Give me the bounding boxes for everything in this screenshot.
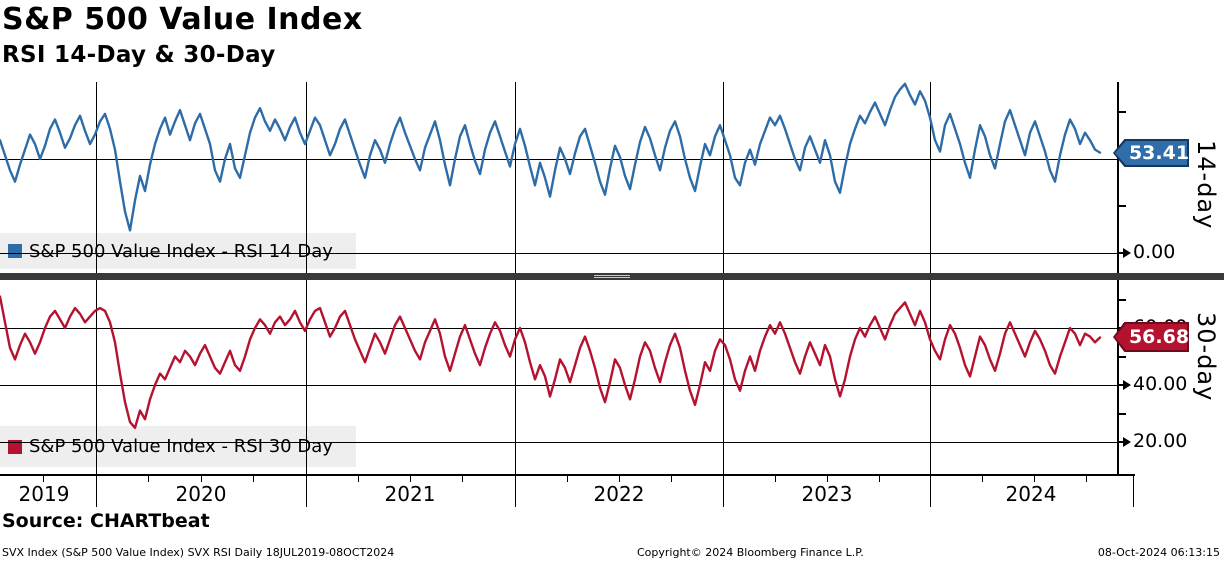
year-divider [930, 476, 931, 507]
quarter-tick [1086, 476, 1087, 482]
quarter-tick [201, 476, 202, 482]
year-label: 2021 [384, 482, 436, 506]
axis-minor-tick [1119, 205, 1126, 207]
year-divider [1133, 476, 1134, 507]
value-gridline [0, 328, 1118, 329]
axis-tick-label: 20.00 [1133, 430, 1188, 452]
axis-tick-arrow-icon [1123, 437, 1131, 447]
last-value-badge-rsi30: 56.68 [1113, 322, 1189, 352]
quarter-tick [827, 476, 828, 482]
legend-label-rsi14: S&P 500 Value Index - RSI 14 Day [29, 240, 333, 262]
axis-tick-arrow-icon [1123, 380, 1131, 390]
value-gridline [0, 385, 1118, 386]
last-value-badge-rsi14: 53.41 [1113, 139, 1189, 167]
axis-title-30day: 30-day [1192, 312, 1220, 402]
quarter-tick [43, 476, 44, 482]
axis-tick [1118, 252, 1124, 254]
quarter-tick [775, 476, 776, 482]
axis-minor-tick [1119, 412, 1126, 415]
quarter-tick [1034, 476, 1035, 482]
year-label: 2022 [593, 482, 645, 506]
quarter-tick [410, 476, 411, 482]
axis-minor-tick [1119, 298, 1126, 301]
axis-tick-arrow-icon [1123, 248, 1131, 258]
quarter-tick [671, 476, 672, 482]
page-subtitle: RSI 14-Day & 30-Day [2, 42, 276, 68]
footer-timestamp: 08-Oct-2024 06:13:15 [1097, 546, 1220, 559]
axis-tick-label: 40.00 [1133, 373, 1188, 395]
year-divider [723, 476, 724, 507]
axis-minor-tick [1119, 111, 1126, 113]
quarter-tick [879, 476, 880, 482]
page-title: S&P 500 Value Index [2, 2, 363, 37]
quarter-tick [462, 476, 463, 482]
quarter-tick [619, 476, 620, 482]
footer-security-info: SVX Index (S&P 500 Value Index) SVX RSI … [2, 546, 395, 559]
legend-rsi14: S&P 500 Value Index - RSI 14 Day [0, 233, 356, 269]
axis-title-14day: 14-day [1192, 140, 1220, 230]
quarter-tick [982, 476, 983, 482]
quarter-tick [148, 476, 149, 482]
year-divider [515, 476, 516, 507]
value-gridline [0, 159, 1118, 160]
legend-label-rsi30: S&P 500 Value Index - RSI 30 Day [29, 436, 333, 457]
quarter-tick [567, 476, 568, 482]
footer-copyright: Copyright© 2024 Bloomberg Finance L.P. [637, 546, 864, 559]
axis-minor-tick [1119, 355, 1126, 358]
year-label: 2024 [1005, 482, 1057, 506]
value-gridline [0, 442, 1118, 443]
axis-tick [1118, 384, 1124, 386]
quarter-tick [253, 476, 254, 482]
panel-separator [0, 273, 1224, 280]
source-line: Source: CHARTbeat [2, 510, 210, 532]
year-label: 2020 [175, 482, 227, 506]
axis-tick [1118, 441, 1124, 443]
year-label: 2023 [801, 482, 853, 506]
legend-rsi30: S&P 500 Value Index - RSI 30 Day [0, 426, 356, 467]
value-gridline [0, 253, 1118, 254]
year-divider [306, 476, 307, 507]
axis-tick-label: 0.00 [1133, 241, 1176, 263]
time-axis-line [0, 474, 1135, 476]
year-divider [96, 476, 97, 507]
legend-swatch-rsi14-icon [8, 244, 22, 258]
panel-separator-grip[interactable] [594, 274, 630, 279]
year-label: 2019 [18, 482, 70, 506]
legend-swatch-rsi30-icon [8, 439, 22, 454]
quarter-tick [358, 476, 359, 482]
